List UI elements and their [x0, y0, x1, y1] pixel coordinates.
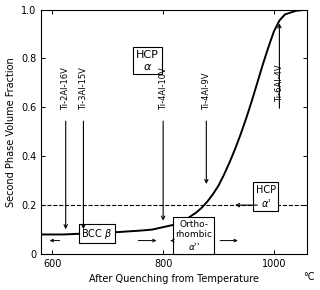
Text: HCP
$\alpha$': HCP $\alpha$' [256, 184, 276, 209]
Text: Ortho-
rhombic
$\alpha$'': Ortho- rhombic $\alpha$'' [175, 220, 212, 252]
Text: Ti-6Al-4V: Ti-6Al-4V [275, 65, 284, 102]
Text: BCC $\beta$: BCC $\beta$ [81, 227, 112, 241]
X-axis label: After Quenching from Temperature: After Quenching from Temperature [89, 274, 259, 284]
Text: HCP
$\alpha$: HCP $\alpha$ [136, 50, 159, 72]
Text: Ti-2Al-16V: Ti-2Al-16V [61, 67, 70, 110]
Y-axis label: Second Phase Volume Fraction: Second Phase Volume Fraction [5, 57, 16, 207]
Text: Ti-3Al-15V: Ti-3Al-15V [79, 67, 88, 110]
Text: °C: °C [303, 272, 314, 282]
Text: Ti-4Al-10V: Ti-4Al-10V [159, 67, 168, 110]
Text: Ti-4Al-9V: Ti-4Al-9V [202, 72, 211, 110]
